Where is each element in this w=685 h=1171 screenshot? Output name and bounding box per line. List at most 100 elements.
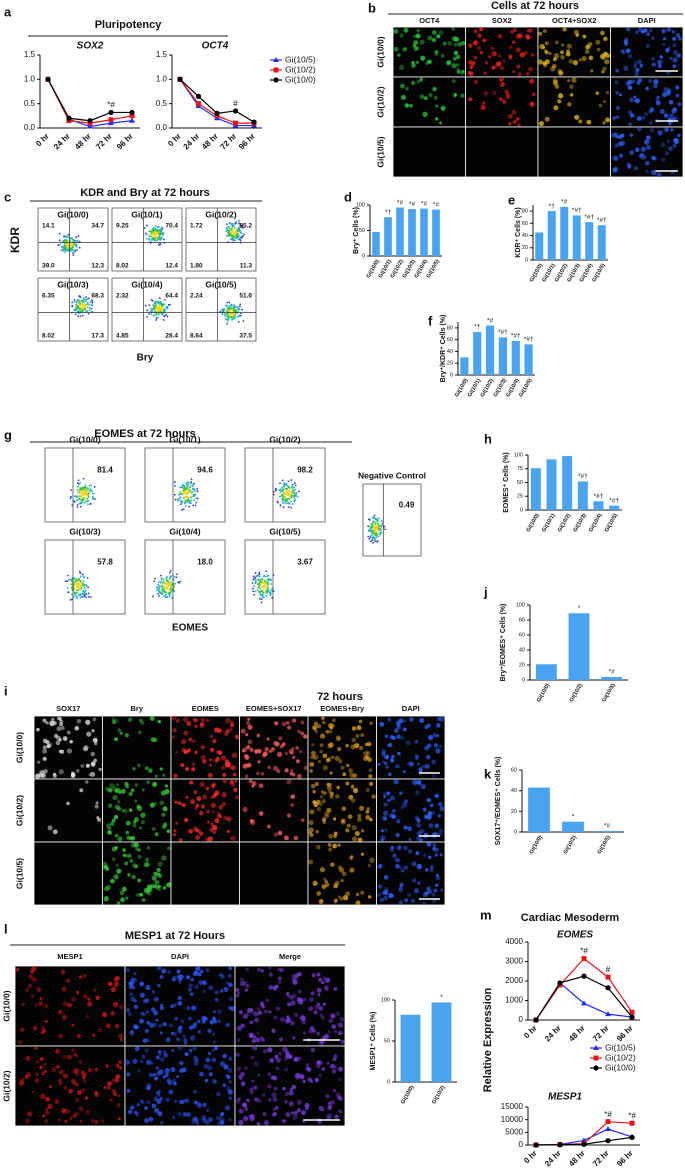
cell-dot — [211, 1057, 217, 1063]
cell-dot — [502, 99, 507, 104]
cell-dot — [144, 232, 147, 235]
cell-dot — [438, 828, 444, 834]
cell-dot — [387, 743, 391, 748]
cell-dot — [47, 1103, 53, 1109]
cell-dot — [640, 30, 645, 34]
cell-dot — [158, 229, 161, 232]
flow-plot — [185, 207, 257, 272]
cell-dot — [76, 300, 78, 303]
cell-dot — [103, 1085, 107, 1089]
cell-dot — [413, 34, 417, 38]
cell-dot — [149, 310, 152, 313]
cell-dot — [374, 517, 377, 520]
cell-dot — [261, 595, 264, 598]
cell-dot — [427, 59, 432, 64]
cell-dot — [479, 50, 484, 55]
x-tick-label: 72 hr — [94, 132, 114, 152]
cell-dot — [321, 884, 327, 890]
cell-dot — [235, 236, 238, 239]
cell-dot — [68, 579, 70, 581]
cell-dot — [84, 1096, 89, 1100]
y-tick-label: 50 — [517, 480, 523, 486]
cell-dot — [102, 1012, 108, 1018]
cell-dot — [155, 1018, 159, 1022]
cell-dot — [194, 807, 198, 811]
cell-dot — [578, 119, 583, 124]
cell-dot — [677, 53, 681, 58]
y-tick-label: 100 — [516, 602, 525, 608]
cell-dot — [79, 315, 82, 318]
cell-dot — [259, 1001, 265, 1007]
cell-dot — [127, 717, 133, 722]
panel-letter: m — [480, 907, 492, 922]
cell-dot — [45, 721, 49, 725]
cell-dot — [180, 1019, 185, 1024]
legend-label: Gi(10/0) — [605, 1062, 636, 1072]
marker — [581, 1141, 587, 1147]
cell-dot — [77, 578, 80, 581]
cell-dot — [508, 45, 513, 50]
cell-dot — [251, 582, 254, 584]
cell-dot — [196, 1101, 201, 1107]
cell-dot — [284, 487, 287, 490]
cell-dot — [318, 1105, 324, 1111]
y-tick-label: 0 — [450, 372, 453, 378]
cell-dot — [447, 60, 451, 65]
cell-dot — [637, 78, 643, 83]
cell-dot — [397, 53, 401, 57]
cell-dot — [75, 990, 80, 995]
cell-dot — [191, 1118, 197, 1124]
quadrant-value: 64.4 — [165, 293, 178, 300]
marker — [129, 113, 135, 119]
cell-dot — [132, 863, 138, 869]
cell-dot — [257, 1073, 261, 1077]
cell-dot — [228, 1056, 233, 1061]
cell-dot — [569, 84, 574, 89]
cell-dot — [87, 492, 90, 495]
cell-dot — [149, 716, 155, 721]
cell-dot — [316, 844, 321, 850]
cell-dot — [148, 768, 153, 773]
cell-dot — [379, 528, 382, 530]
axis — [369, 205, 442, 257]
cell-dot — [65, 1109, 71, 1114]
marker — [629, 1014, 635, 1020]
quadrant-value: 2.32 — [116, 293, 129, 300]
cell-dot — [359, 745, 364, 750]
cell-dot — [659, 109, 665, 114]
cell-dot — [668, 146, 674, 152]
cell-dot — [201, 1015, 207, 1022]
cell-dot — [251, 1038, 256, 1044]
cell-dot — [375, 536, 378, 539]
cell-dot — [202, 1102, 207, 1107]
cell-dot — [397, 719, 402, 723]
cell-dot — [195, 803, 200, 808]
cell-dot — [71, 598, 73, 601]
cell-dot — [61, 1014, 67, 1020]
cell-dot — [167, 580, 169, 583]
cell-dot — [76, 1033, 82, 1039]
cell-dot — [159, 1096, 163, 1101]
cell-dot — [619, 141, 624, 146]
cell-dot — [228, 966, 232, 971]
cell-dot — [301, 818, 305, 823]
cell-dot — [256, 733, 261, 738]
cell-dot — [291, 487, 294, 490]
cell-dot — [157, 719, 162, 724]
panel-letter: e — [508, 192, 515, 207]
cell-dot — [75, 307, 78, 310]
bar — [498, 337, 508, 375]
cell-dot — [319, 795, 323, 799]
cell-dot — [158, 297, 161, 300]
cell-dot — [124, 861, 129, 866]
cell-dot — [58, 1033, 63, 1039]
cell-dot — [645, 43, 650, 48]
cell-dot — [419, 77, 424, 82]
bar — [473, 332, 482, 375]
cell-dot — [376, 524, 379, 527]
cell-dot — [287, 506, 290, 508]
cell-dot — [326, 782, 331, 787]
cell-dot — [126, 1072, 131, 1077]
cell-dot — [285, 488, 288, 490]
